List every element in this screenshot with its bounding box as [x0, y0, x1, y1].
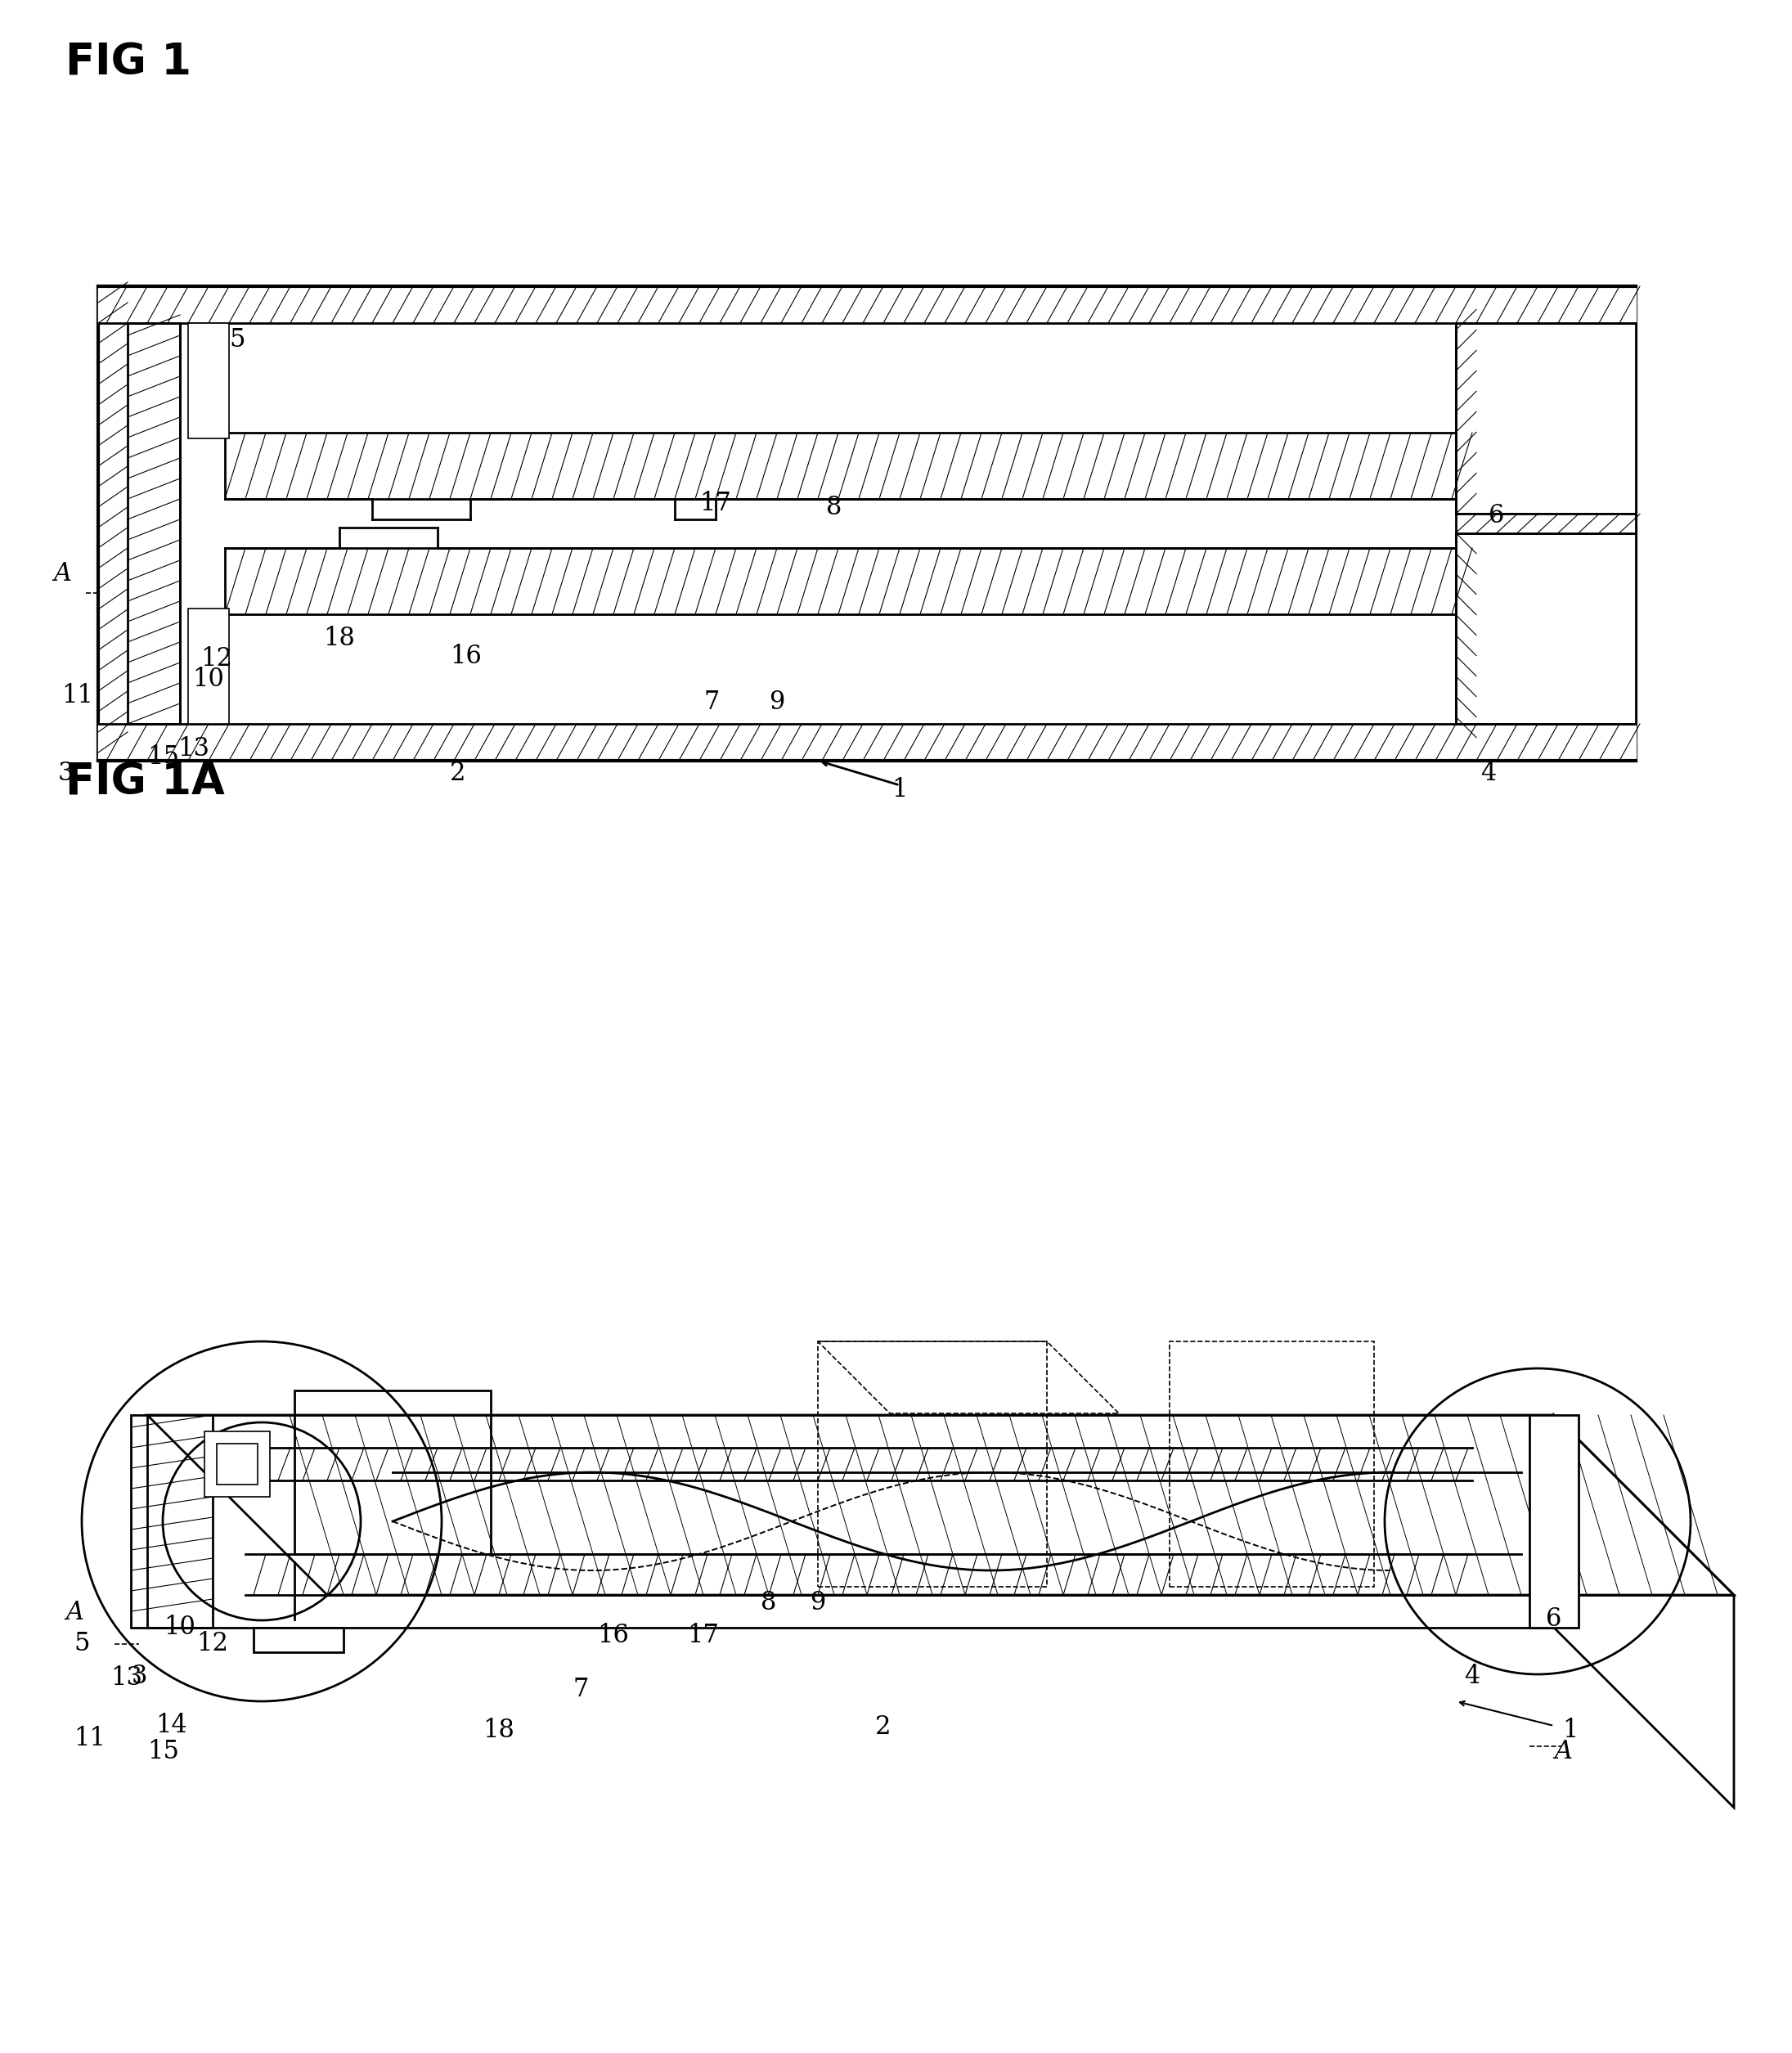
Text: 14: 14 [156, 1712, 188, 1739]
Polygon shape [1455, 513, 1636, 534]
Text: 7: 7 [573, 1677, 588, 1702]
Polygon shape [1455, 322, 1636, 513]
Text: 4: 4 [1464, 1665, 1480, 1690]
Text: 15: 15 [147, 1739, 179, 1766]
Text: 8: 8 [762, 1591, 776, 1616]
Text: 5: 5 [229, 326, 246, 353]
Text: 6: 6 [1489, 503, 1505, 528]
Text: 10: 10 [194, 667, 224, 692]
Text: 6: 6 [1546, 1607, 1563, 1632]
Text: 2: 2 [450, 760, 466, 786]
Polygon shape [131, 1415, 213, 1628]
Text: A: A [66, 1599, 84, 1626]
Polygon shape [127, 322, 179, 725]
Polygon shape [1529, 1415, 1579, 1628]
Text: 12: 12 [197, 1632, 229, 1657]
Polygon shape [1455, 534, 1636, 725]
Text: 2: 2 [874, 1714, 891, 1741]
Polygon shape [204, 1431, 271, 1497]
Text: 3: 3 [131, 1665, 147, 1690]
Polygon shape [226, 548, 1455, 614]
Text: 15: 15 [147, 743, 179, 770]
Text: 3: 3 [57, 760, 73, 786]
Text: 8: 8 [826, 495, 842, 519]
Text: A: A [1615, 560, 1633, 587]
Text: 12: 12 [201, 647, 233, 671]
Text: 9: 9 [810, 1591, 826, 1616]
Text: 17: 17 [699, 491, 731, 515]
Polygon shape [226, 433, 1455, 499]
Text: 18: 18 [484, 1716, 514, 1743]
Text: 9: 9 [769, 690, 785, 714]
Text: 10: 10 [165, 1616, 195, 1640]
Text: 16: 16 [597, 1624, 629, 1649]
Polygon shape [188, 322, 229, 437]
Text: 1: 1 [1563, 1716, 1579, 1743]
Text: 13: 13 [111, 1665, 143, 1692]
Text: 16: 16 [450, 643, 482, 669]
Text: 5: 5 [73, 1632, 90, 1657]
Text: A: A [1554, 1739, 1572, 1764]
Text: FIG 1A: FIG 1A [66, 762, 224, 803]
Text: A: A [54, 560, 72, 587]
Text: 13: 13 [177, 735, 210, 762]
Text: 4: 4 [1480, 760, 1496, 786]
Text: 18: 18 [324, 626, 355, 651]
Text: 17: 17 [688, 1624, 719, 1649]
Polygon shape [253, 1628, 344, 1653]
Polygon shape [188, 610, 229, 725]
Text: 11: 11 [73, 1725, 106, 1751]
Text: FIG 1: FIG 1 [66, 41, 192, 84]
Text: 7: 7 [704, 690, 720, 714]
Text: 1: 1 [892, 776, 909, 803]
Text: 11: 11 [61, 682, 93, 708]
